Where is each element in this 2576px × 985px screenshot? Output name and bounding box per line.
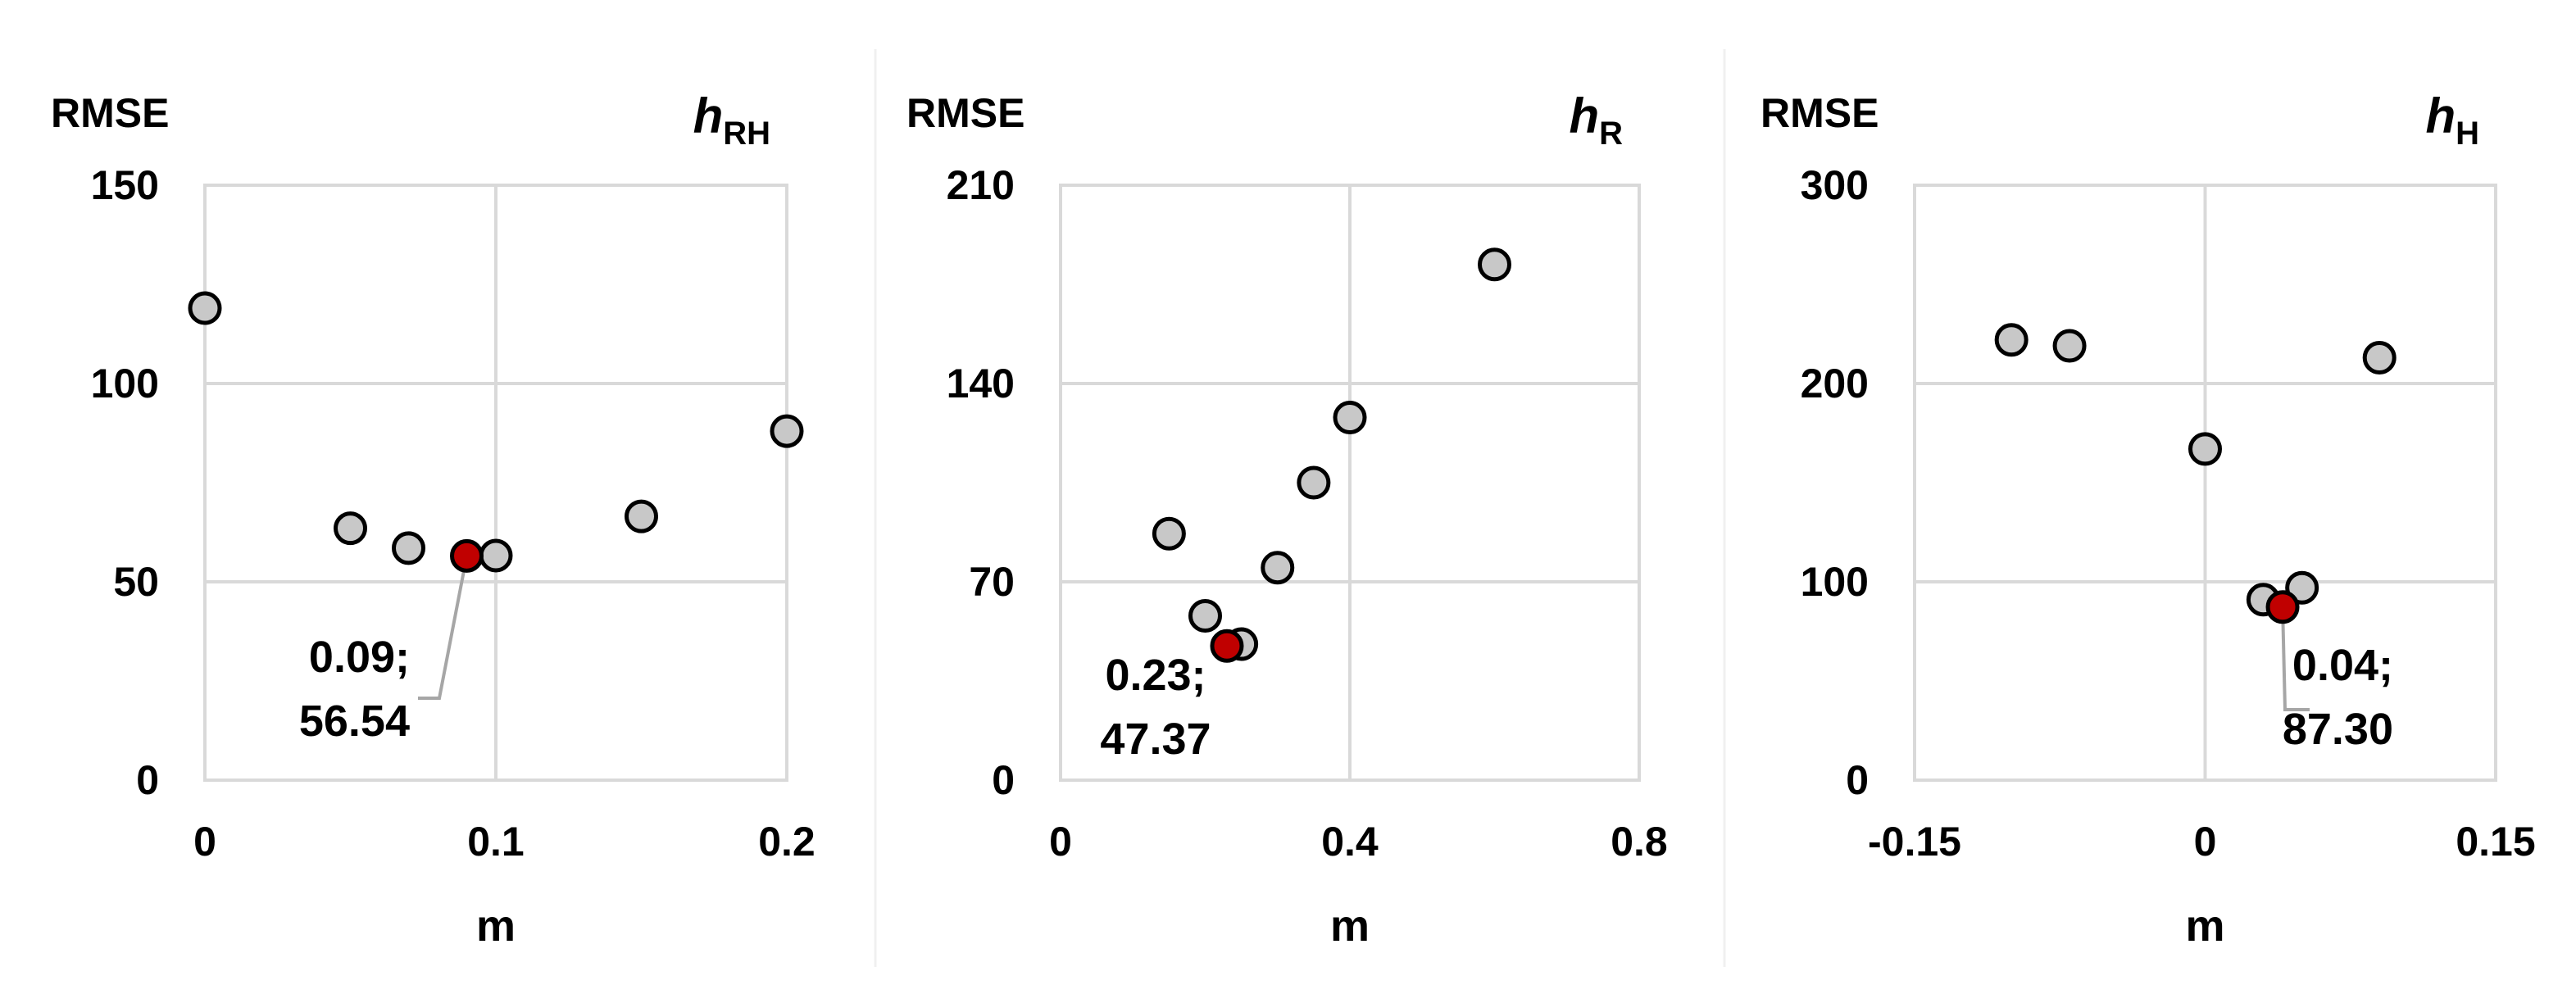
data-point xyxy=(1297,465,1331,500)
panel-title: hRH xyxy=(693,89,770,152)
x-tick-label: 0.1 xyxy=(467,819,525,865)
highlight-label-line1: 0.23; xyxy=(1105,651,1206,700)
highlight-label-line1: 0.09; xyxy=(309,633,410,682)
data-point xyxy=(2285,570,2319,605)
y-tick-label: 140 xyxy=(947,361,1015,406)
panel-title-subscript: H xyxy=(2456,116,2479,152)
x-axis-label: m xyxy=(2185,901,2224,951)
x-tick-label: 0 xyxy=(2194,819,2217,865)
y-tick-label: 150 xyxy=(91,162,159,208)
chart-panel: 0 50 100 150 0 0.1 0.2 RMSE m hRH 0.09; 56.54 xyxy=(51,89,816,951)
y-tick-label: 200 xyxy=(1801,361,1869,406)
x-tick-label: -0.15 xyxy=(1868,819,1961,865)
plot-area-frame xyxy=(203,184,788,782)
data-point xyxy=(2052,329,2087,363)
y-axis-label: RMSE xyxy=(1760,90,1879,136)
y-axis-label: RMSE xyxy=(906,90,1024,136)
x-tick-label: 0.2 xyxy=(758,819,816,865)
y-tick-label: 0 xyxy=(136,757,159,803)
highlight-label-line2: 47.37 xyxy=(1100,715,1211,764)
panel-title: hH xyxy=(2425,89,2479,152)
panel-title-main: h xyxy=(693,89,724,143)
label-leader-line xyxy=(418,555,469,700)
panel-title: hR xyxy=(1569,89,1623,152)
highlighted-point xyxy=(1210,629,1244,663)
data-point xyxy=(2362,341,2397,375)
panel-title-subscript: RH xyxy=(723,116,770,152)
data-point xyxy=(479,538,513,573)
chart-panel: 0 70 140 210 0 0.4 0.8 RMSE m hR 0.23; 47.37 xyxy=(906,89,1668,951)
data-point xyxy=(1478,247,1511,282)
chart-panel: 0 100 200 300 -0.15 0 0.15 RMSE m hH 0.04; 87.30 xyxy=(1760,89,2536,951)
panel-title-main: h xyxy=(1569,89,1599,143)
highlight-label-line2: 87.30 xyxy=(2283,705,2393,754)
data-point xyxy=(1994,323,2029,357)
x-axis-label: m xyxy=(476,901,516,951)
data-point xyxy=(1152,516,1186,551)
data-point xyxy=(625,499,658,533)
highlighted-point xyxy=(450,538,484,573)
data-point xyxy=(1261,551,1295,585)
data-point xyxy=(1333,400,1367,434)
x-tick-label: 0 xyxy=(1049,819,1072,865)
data-point xyxy=(2188,432,2222,466)
y-tick-label: 0 xyxy=(992,757,1015,803)
y-tick-label: 70 xyxy=(969,559,1015,605)
data-point xyxy=(1188,598,1222,633)
y-tick-label: 100 xyxy=(1801,559,1869,605)
y-tick-label: 210 xyxy=(947,162,1015,208)
data-point xyxy=(392,531,425,565)
x-tick-label: 0.8 xyxy=(1611,819,1668,865)
data-point xyxy=(770,414,804,448)
data-point xyxy=(188,291,222,325)
y-tick-label: 50 xyxy=(113,559,159,605)
x-tick-label: 0.15 xyxy=(2456,819,2535,865)
highlighted-point xyxy=(2265,590,2300,624)
y-tick-label: 0 xyxy=(1846,757,1869,803)
plot-area-frame xyxy=(1913,184,2497,782)
y-tick-label: 300 xyxy=(1801,162,1869,208)
highlight-label-line2: 56.54 xyxy=(299,697,410,746)
x-tick-label: 0 xyxy=(193,819,216,865)
x-tick-label: 0.4 xyxy=(1321,819,1379,865)
panel-title-main: h xyxy=(2425,89,2456,143)
x-axis-label: m xyxy=(1330,901,1370,951)
data-point xyxy=(334,511,367,546)
highlight-label-line1: 0.04; xyxy=(2292,641,2393,690)
y-axis-label: RMSE xyxy=(51,90,169,136)
panel-title-subscript: R xyxy=(1599,116,1623,152)
plot-area-frame xyxy=(1059,184,1641,782)
label-leader-line xyxy=(2281,606,2310,711)
y-tick-label: 100 xyxy=(91,361,159,406)
